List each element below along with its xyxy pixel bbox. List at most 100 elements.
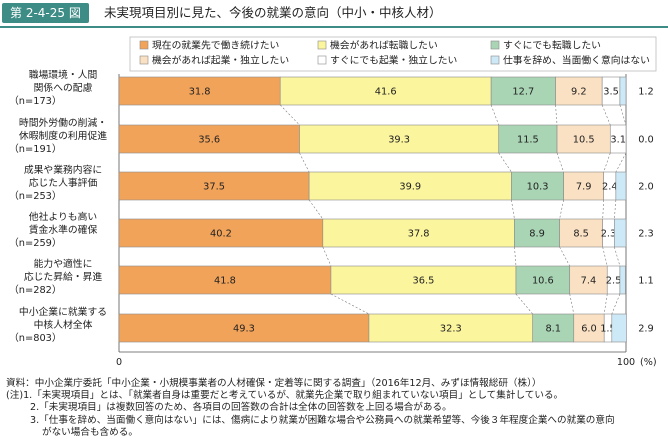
category-n-label: （n=191）: [9, 143, 62, 155]
connector-line: [308, 199, 324, 220]
connector-line: [299, 152, 310, 173]
data-label: 35.6: [198, 135, 220, 146]
bar-segment: [118, 171, 310, 201]
data-label: 39.3: [388, 135, 410, 146]
bar-segment: [556, 124, 611, 154]
bar-segment: [615, 171, 627, 201]
bar-segment: [330, 265, 517, 295]
bar-segment: [299, 124, 500, 154]
note-source: 資料：中小企業庁委託「中小企業・小規模事業者の人材確保・定着等に関する調査」（2…: [6, 378, 542, 389]
note-3-cont: がない場合も含める。: [42, 426, 138, 438]
title-rule: [0, 26, 668, 28]
connector-line: [559, 246, 570, 267]
bar-segment: [619, 265, 626, 295]
bar-segment: [118, 265, 332, 295]
data-label: 1.5: [600, 324, 616, 335]
connector-line: [603, 293, 608, 315]
category-label: 成果や業務内容に: [24, 163, 102, 176]
data-label: 10.5: [573, 135, 595, 146]
data-label: 0.0: [638, 135, 654, 146]
legend-swatch-5: [317, 55, 327, 65]
bar-segment: [322, 218, 515, 248]
bar-segment: [515, 265, 571, 295]
note-3: 3.「仕事を辞め、当面働く意向はない」には、傷病により就業が困難な場合や公務員へ…: [30, 414, 615, 426]
category-label: 時間外労働の削減・: [19, 116, 107, 129]
category-n-label: （n=803）: [9, 332, 62, 344]
data-label: 36.5: [413, 276, 435, 287]
connector-line: [280, 104, 300, 126]
connector-line: [614, 199, 617, 220]
category-label: 賃金水準の確保: [29, 223, 98, 236]
data-label: 2.3: [638, 229, 654, 240]
data-label: 41.6: [375, 87, 397, 98]
data-label: 3.5: [603, 87, 619, 98]
bar-segment: [619, 76, 627, 106]
data-label: 37.8: [408, 229, 430, 240]
connector-line: [322, 246, 332, 267]
note-1: (注)1.「未実現項目」とは、「就業者自身は重要だと考えているが、就業先企業で取…: [6, 390, 564, 402]
bar-segment: [614, 218, 627, 248]
bar-segment: [569, 265, 608, 295]
data-label: 31.8: [189, 87, 211, 98]
connector-line: [601, 104, 611, 126]
data-label: 40.2: [210, 229, 232, 240]
category-label: 職場環境・人間: [29, 68, 98, 81]
category-label: 他社よりも高い: [29, 210, 97, 223]
bar-segment: [611, 313, 627, 343]
data-label: 6.0: [581, 324, 597, 335]
data-label: 3.1: [610, 135, 626, 146]
data-label: 2.3: [601, 229, 617, 240]
category-label: 応じた昇給・昇進: [24, 270, 103, 283]
data-label: 1.2: [638, 87, 654, 98]
data-label: 7.4: [581, 276, 597, 287]
figure-title: 未実現項目別に見た、今後の就業の意向（中小・中核人材）: [104, 5, 442, 20]
connector-line: [602, 199, 604, 220]
data-label: 9.2: [571, 87, 587, 98]
data-label: 8.5: [573, 229, 589, 240]
data-label: 11.5: [517, 135, 539, 146]
connector-line: [490, 104, 500, 126]
legend-box: [129, 36, 657, 72]
bar-segment: [118, 218, 324, 248]
data-label: 2.5: [606, 276, 622, 287]
legend-label-4: 機会があれば起業・独立したい: [152, 54, 289, 67]
figure-label: 第 2-4-25 図: [2, 3, 89, 23]
connector-line: [619, 104, 627, 126]
bar-segment: [555, 76, 603, 106]
x-unit-label: (%): [640, 357, 657, 368]
data-label: 12.7: [512, 87, 534, 98]
legend-label-1: 現在の就業先で働き続けたい: [152, 39, 279, 52]
category-label: 応じた人事評価: [29, 176, 98, 189]
connector-line: [603, 152, 611, 173]
bar-segment: [118, 124, 300, 154]
bar-segment: [532, 313, 575, 343]
legend-swatch-2: [317, 40, 327, 50]
legend-swatch-6: [490, 55, 500, 65]
connector-line: [330, 293, 370, 315]
data-label: 49.3: [233, 324, 255, 335]
bar-segment: [118, 313, 370, 343]
legend-label-5: すぐにでも起業・独立したい: [330, 54, 457, 67]
connector-line: [602, 246, 608, 267]
data-label: 7.9: [576, 182, 592, 193]
connector-line: [515, 293, 533, 315]
notes: 資料：中小企業庁委託「中小企業・小規模事業者の人材確保・定着等に関する調査」（2…: [6, 378, 666, 439]
data-label: 32.3: [440, 324, 462, 335]
data-label: 8.9: [529, 229, 545, 240]
bar-segment: [490, 76, 556, 106]
category-n-label: （n=173）: [9, 95, 62, 107]
connector-line: [559, 199, 564, 220]
connector-line: [569, 293, 575, 315]
legend-label-3: すぐにでも転職したい: [503, 40, 601, 52]
category-label: 能力や適性に: [34, 257, 93, 270]
connector-line: [556, 152, 564, 173]
stacked-bar-chart: 現在の就業先で働き続けたい 機会があれば転職したい すぐにでも転職したい機会があれば…: [9, 36, 657, 368]
legend-swatch-4: [139, 55, 149, 65]
data-label: 39.9: [399, 182, 421, 193]
bar-segment: [279, 76, 492, 106]
data-label: 10.6: [532, 276, 554, 287]
legend-swatch-3: [490, 40, 500, 50]
connector-line: [498, 152, 512, 173]
bar-segment: [514, 218, 560, 248]
note-2: 2.「未実現項目」は複数回答のため、各項目の回答数の合計は全体の回答数を上回る場…: [30, 402, 452, 414]
